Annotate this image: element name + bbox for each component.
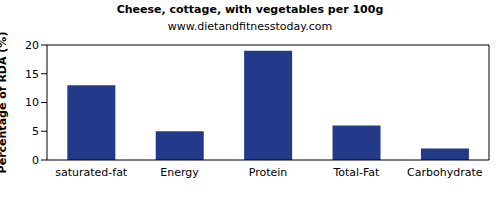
svg-text:10: 10 — [25, 96, 39, 109]
svg-text:Percentage of RDA (%): Percentage of RDA (%) — [8, 32, 9, 174]
svg-text:Energy: Energy — [160, 166, 199, 179]
svg-text:20: 20 — [25, 39, 39, 52]
svg-text:0: 0 — [32, 154, 39, 167]
html-text:Cheese, cottage, with vegetabl: Cheese, cottage, with vegetables per 100… — [116, 3, 384, 16]
svg-text:Carbohydrate: Carbohydrate — [407, 166, 483, 179]
svg-text:5: 5 — [32, 125, 39, 138]
svg-text:saturated-fat: saturated-fat — [55, 166, 128, 179]
svg-text:Total-Fat: Total-Fat — [332, 166, 380, 179]
html-text:www.dietandfitnesstoday.com: www.dietandfitnesstoday.com — [167, 20, 333, 33]
svg-text:Protein: Protein — [249, 166, 288, 179]
svg-text:15: 15 — [25, 68, 39, 81]
